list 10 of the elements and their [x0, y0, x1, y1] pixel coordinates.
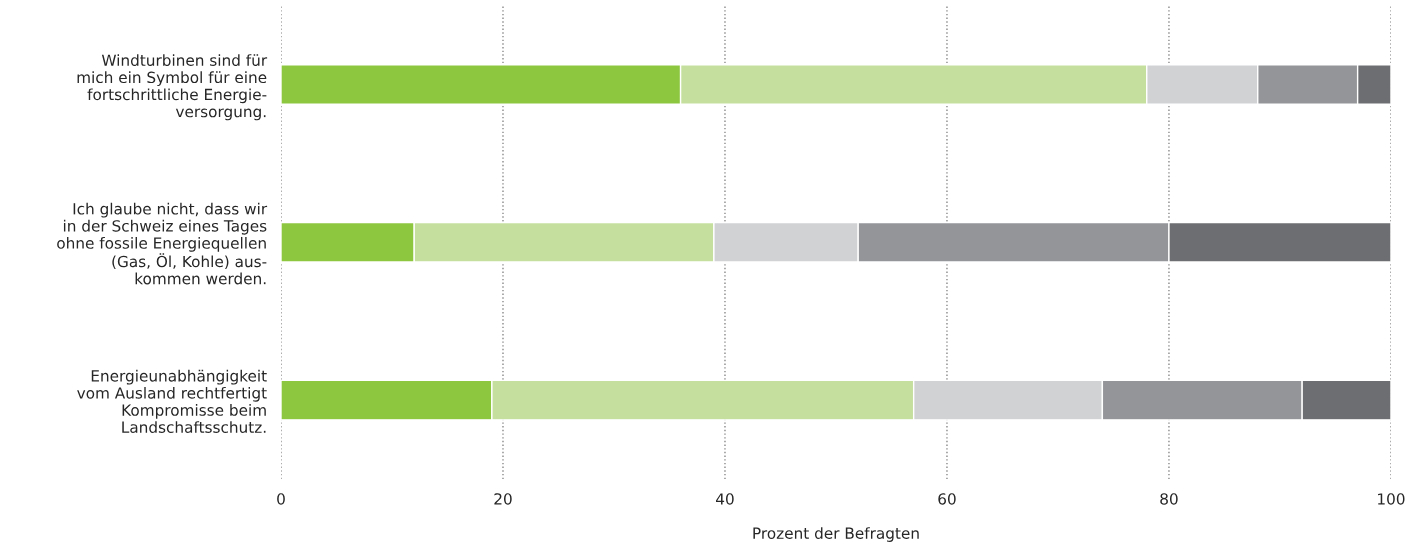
y-tick-label: Windturbinen sind für mich ein Symbol für eine fortschrittliche Energie- versorgung.	[77, 54, 268, 121]
x-tick-label: 0	[277, 493, 285, 505]
x-tick-label: 100	[1378, 493, 1405, 505]
x-tick-label: 20	[494, 493, 512, 505]
y-tick-label: Energieunabhängigkeit vom Ausland rechtfertigt Kompromisse beim Landschaftsschutz.	[77, 369, 267, 433]
y-tick-label: Ich glaube nicht, dass wir in der Schweiz eines Tages ohne fossile Energiequellen (Gas, Öl, Kohle) aus- kommen werden.	[57, 202, 268, 285]
x-tick-label: 60	[938, 493, 956, 505]
x-tick-label: 80	[1160, 493, 1178, 505]
x-tick-label: 40	[716, 493, 734, 505]
x-axis-title: Prozent der Befragten	[753, 527, 919, 542]
